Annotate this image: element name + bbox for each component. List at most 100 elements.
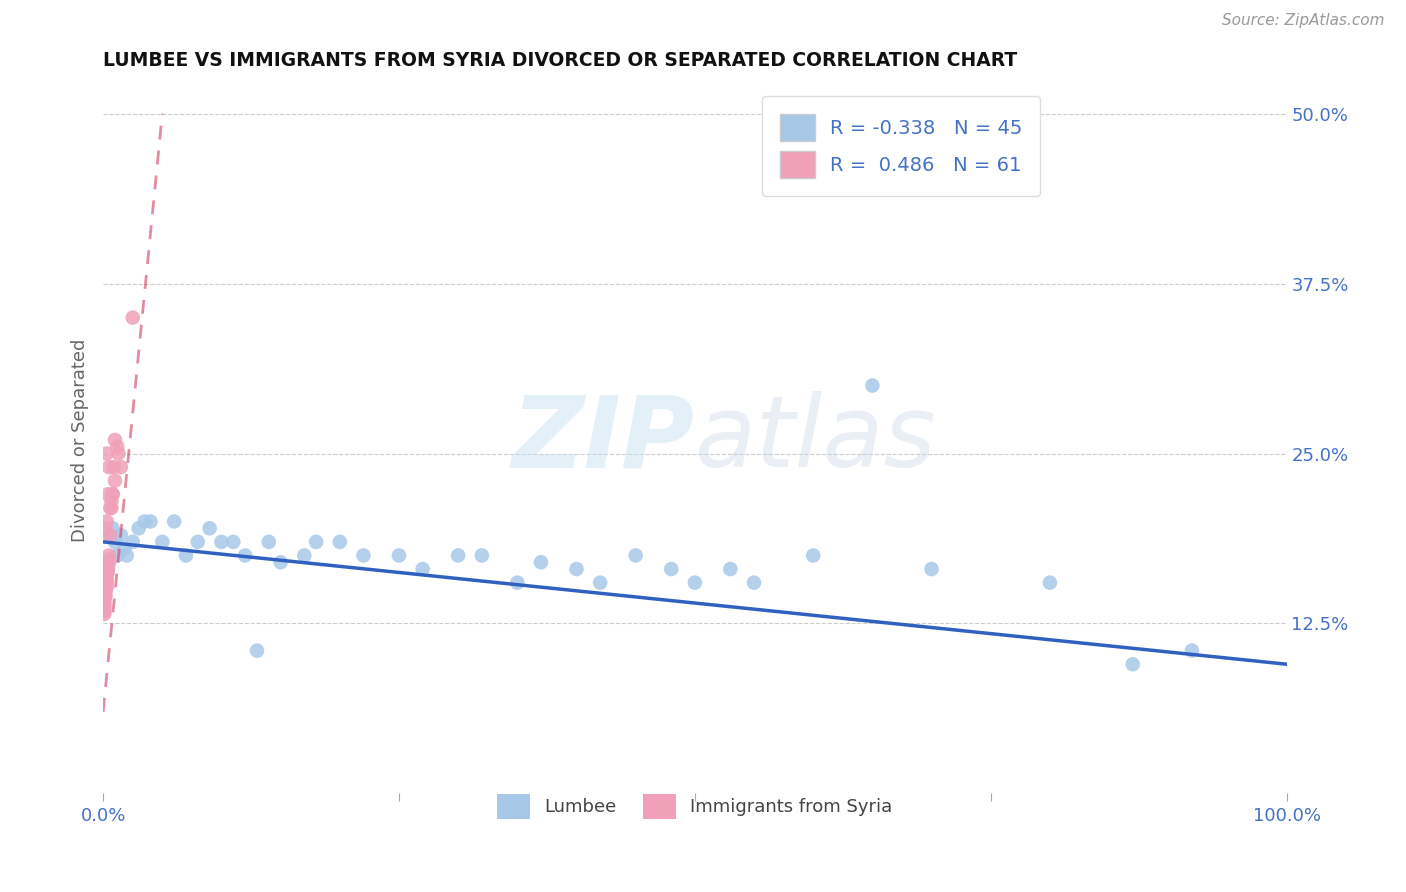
Point [94, 572, 117, 586]
Point [98, 552, 121, 566]
Point [93, 581, 115, 595]
Point [292, 549, 315, 563]
Point [163, 515, 186, 529]
Point [121, 310, 143, 325]
Point [270, 555, 292, 569]
Point [93, 589, 115, 603]
Point [530, 555, 553, 569]
Point [97, 487, 120, 501]
Point [93, 580, 115, 594]
Point [100, 494, 122, 508]
Point [115, 549, 138, 563]
Point [121, 534, 143, 549]
Point [94, 589, 117, 603]
Point [94, 582, 117, 597]
Point [93, 575, 115, 590]
Point [150, 534, 173, 549]
Point [801, 549, 824, 563]
Point [93, 593, 115, 607]
Point [93, 599, 115, 613]
Point [94, 569, 117, 583]
Point [246, 643, 269, 657]
Point [98, 528, 121, 542]
Point [96, 515, 118, 529]
Y-axis label: Divorced or Separated: Divorced or Separated [72, 338, 89, 541]
Point [139, 515, 162, 529]
Point [101, 521, 124, 535]
Point [1181, 643, 1204, 657]
Point [101, 487, 124, 501]
Point [114, 541, 136, 556]
Point [94, 575, 117, 590]
Point [94, 573, 117, 587]
Point [105, 549, 128, 563]
Point [98, 555, 121, 569]
Point [96, 572, 118, 586]
Point [447, 549, 470, 563]
Point [98, 500, 121, 515]
Point [624, 549, 647, 563]
Point [93, 578, 115, 592]
Point [742, 575, 765, 590]
Point [93, 596, 115, 610]
Point [107, 446, 129, 460]
Point [97, 555, 120, 569]
Point [174, 549, 197, 563]
Point [93, 575, 115, 590]
Point [211, 534, 233, 549]
Point [93, 591, 115, 606]
Text: LUMBEE VS IMMIGRANTS FROM SYRIA DIVORCED OR SEPARATED CORRELATION CHART: LUMBEE VS IMMIGRANTS FROM SYRIA DIVORCED… [103, 51, 1018, 70]
Point [104, 534, 127, 549]
Point [412, 562, 434, 576]
Text: Source: ZipAtlas.com: Source: ZipAtlas.com [1222, 13, 1385, 29]
Point [860, 378, 883, 392]
Point [198, 521, 221, 535]
Point [97, 558, 120, 572]
Point [93, 586, 115, 600]
Point [94, 575, 117, 590]
Point [96, 446, 118, 460]
Point [98, 528, 121, 542]
Text: ZIP: ZIP [512, 392, 695, 489]
Point [110, 528, 132, 542]
Point [98, 549, 121, 563]
Point [1039, 575, 1062, 590]
Legend: Lumbee, Immigrants from Syria: Lumbee, Immigrants from Syria [482, 780, 907, 834]
Point [94, 585, 117, 599]
Point [110, 460, 132, 475]
Point [329, 534, 352, 549]
Point [93, 582, 115, 597]
Point [471, 549, 494, 563]
Point [97, 562, 120, 576]
Point [128, 521, 150, 535]
Point [1122, 657, 1144, 672]
Point [93, 572, 115, 586]
Point [96, 566, 118, 581]
Point [93, 601, 115, 615]
Point [96, 580, 118, 594]
Point [683, 575, 706, 590]
Point [96, 562, 118, 576]
Point [105, 440, 128, 454]
Point [257, 534, 280, 549]
Point [93, 573, 115, 587]
Point [305, 534, 328, 549]
Point [93, 607, 115, 621]
Point [233, 549, 256, 563]
Point [506, 575, 529, 590]
Point [659, 562, 682, 576]
Point [589, 575, 612, 590]
Point [565, 562, 588, 576]
Point [134, 515, 156, 529]
Point [353, 549, 375, 563]
Point [104, 474, 127, 488]
Point [96, 569, 118, 583]
Point [94, 521, 117, 535]
Point [96, 575, 118, 590]
Point [718, 562, 741, 576]
Point [100, 500, 122, 515]
Point [103, 460, 125, 475]
Point [93, 574, 115, 589]
Point [98, 460, 121, 475]
Point [93, 577, 115, 591]
